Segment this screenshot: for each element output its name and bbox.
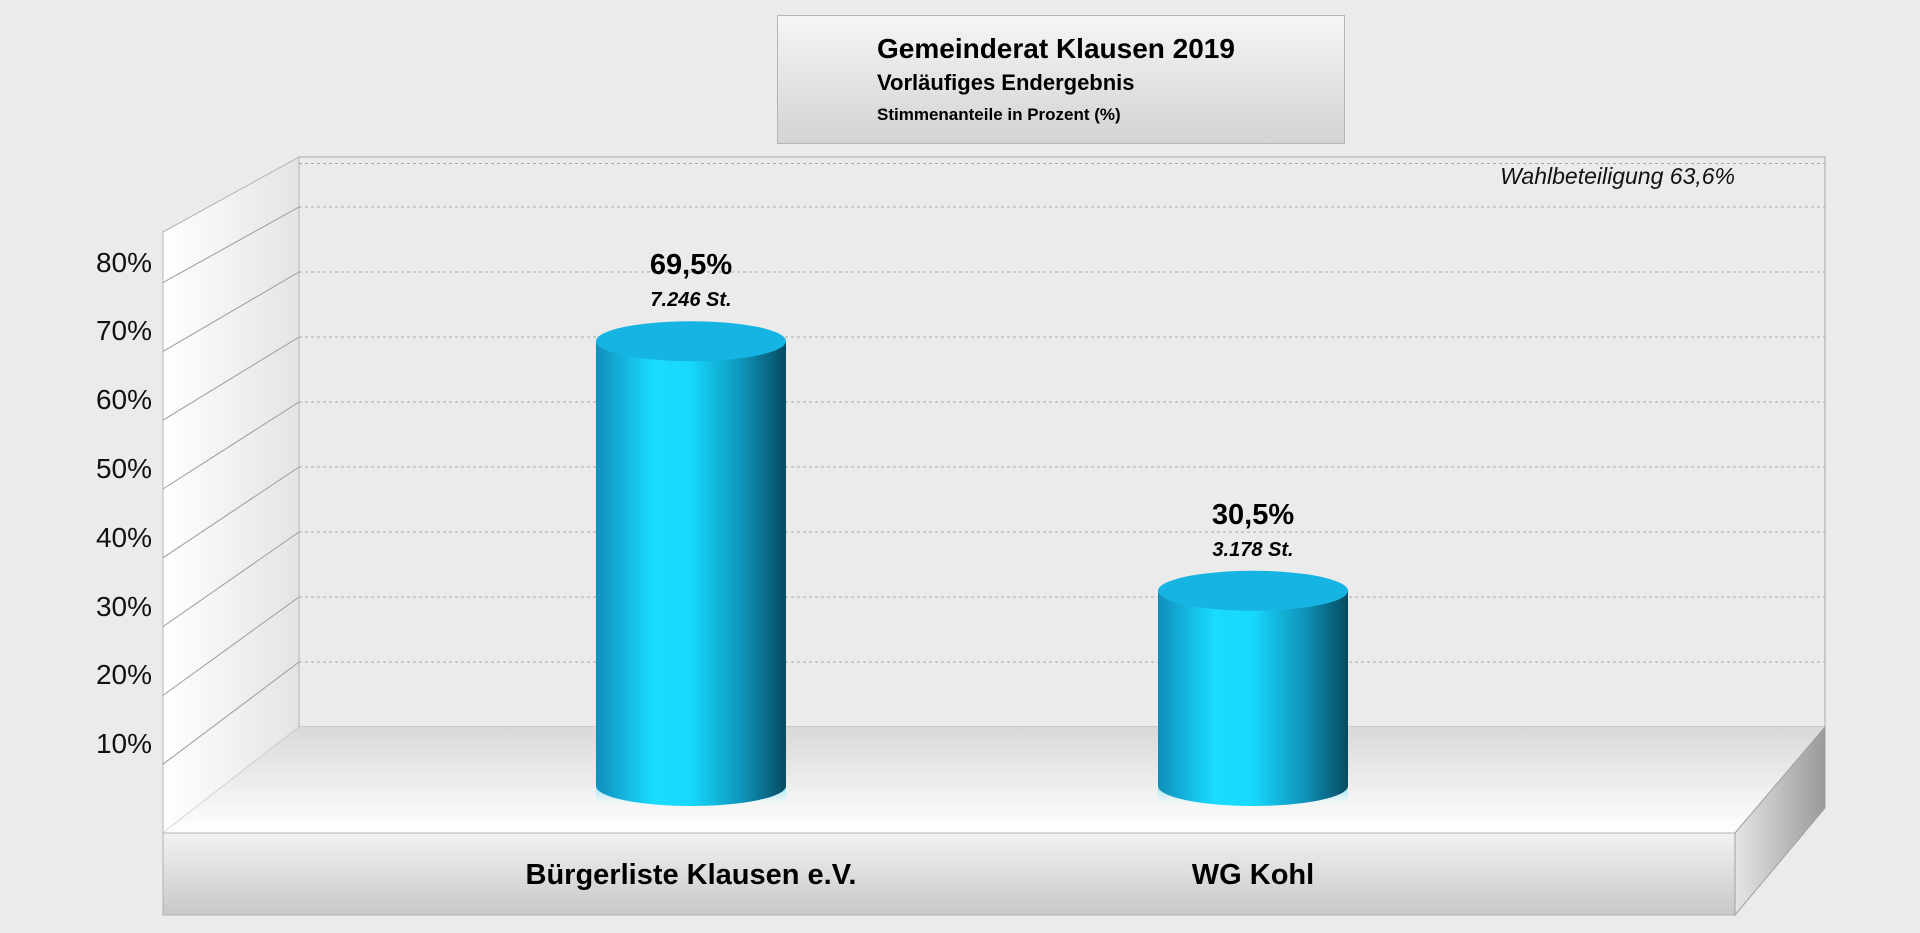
x-category-label: Bürgerliste Klausen e.V. bbox=[525, 859, 857, 891]
floor bbox=[163, 727, 1825, 833]
bar-body bbox=[596, 341, 786, 806]
title-box: Gemeinderat Klausen 2019 Vorläufiges End… bbox=[777, 15, 1345, 144]
bar bbox=[596, 321, 786, 808]
wall-gridline bbox=[162, 401, 300, 490]
y-tick-label: 20% bbox=[95, 659, 152, 691]
x-category-label: WG Kohl bbox=[1191, 859, 1315, 891]
y-tick-label: 60% bbox=[95, 384, 152, 416]
wall-gridline bbox=[162, 336, 300, 421]
bars bbox=[596, 321, 1348, 808]
bar-top bbox=[1158, 570, 1348, 611]
y-tick-label: 80% bbox=[95, 246, 152, 278]
base-front bbox=[162, 832, 1736, 916]
wall-gridline bbox=[162, 466, 300, 559]
data-label-votes: 3.178 St. bbox=[1212, 538, 1294, 561]
wall-gridline bbox=[162, 661, 300, 765]
turnout-annotation: Wahlbeteiligung 63,6% bbox=[1500, 163, 1735, 189]
chart-title: Gemeinderat Klausen 2019 bbox=[877, 33, 1235, 64]
y-tick-label: 10% bbox=[95, 728, 152, 760]
data-label-value: 69,5% bbox=[649, 249, 733, 282]
bar bbox=[1158, 570, 1348, 808]
wall-gridline bbox=[162, 271, 300, 352]
wall-gridline bbox=[162, 531, 300, 628]
data-label-votes: 7.246 St. bbox=[650, 289, 732, 312]
y-tick-label: 40% bbox=[95, 521, 152, 553]
wall-gridline bbox=[162, 206, 300, 284]
plot-box bbox=[162, 156, 1826, 917]
y-tick-label: 70% bbox=[95, 315, 152, 347]
y-tick-label: 50% bbox=[95, 453, 152, 484]
base-side bbox=[1734, 725, 1826, 917]
data-label-value: 30,5% bbox=[1211, 498, 1295, 531]
wall-gridline bbox=[162, 596, 300, 696]
left-wall bbox=[162, 156, 300, 835]
bar-body bbox=[1158, 590, 1348, 806]
y-tick-label: 30% bbox=[95, 590, 152, 622]
back-wall bbox=[298, 156, 1826, 728]
bar-top bbox=[596, 321, 786, 362]
chart-subtitle: Vorläufiges Endergebnis bbox=[877, 70, 1135, 95]
y-axis-label: Stimmenanteile in Prozent (%) bbox=[877, 105, 1121, 124]
gridlines bbox=[162, 162, 1825, 765]
